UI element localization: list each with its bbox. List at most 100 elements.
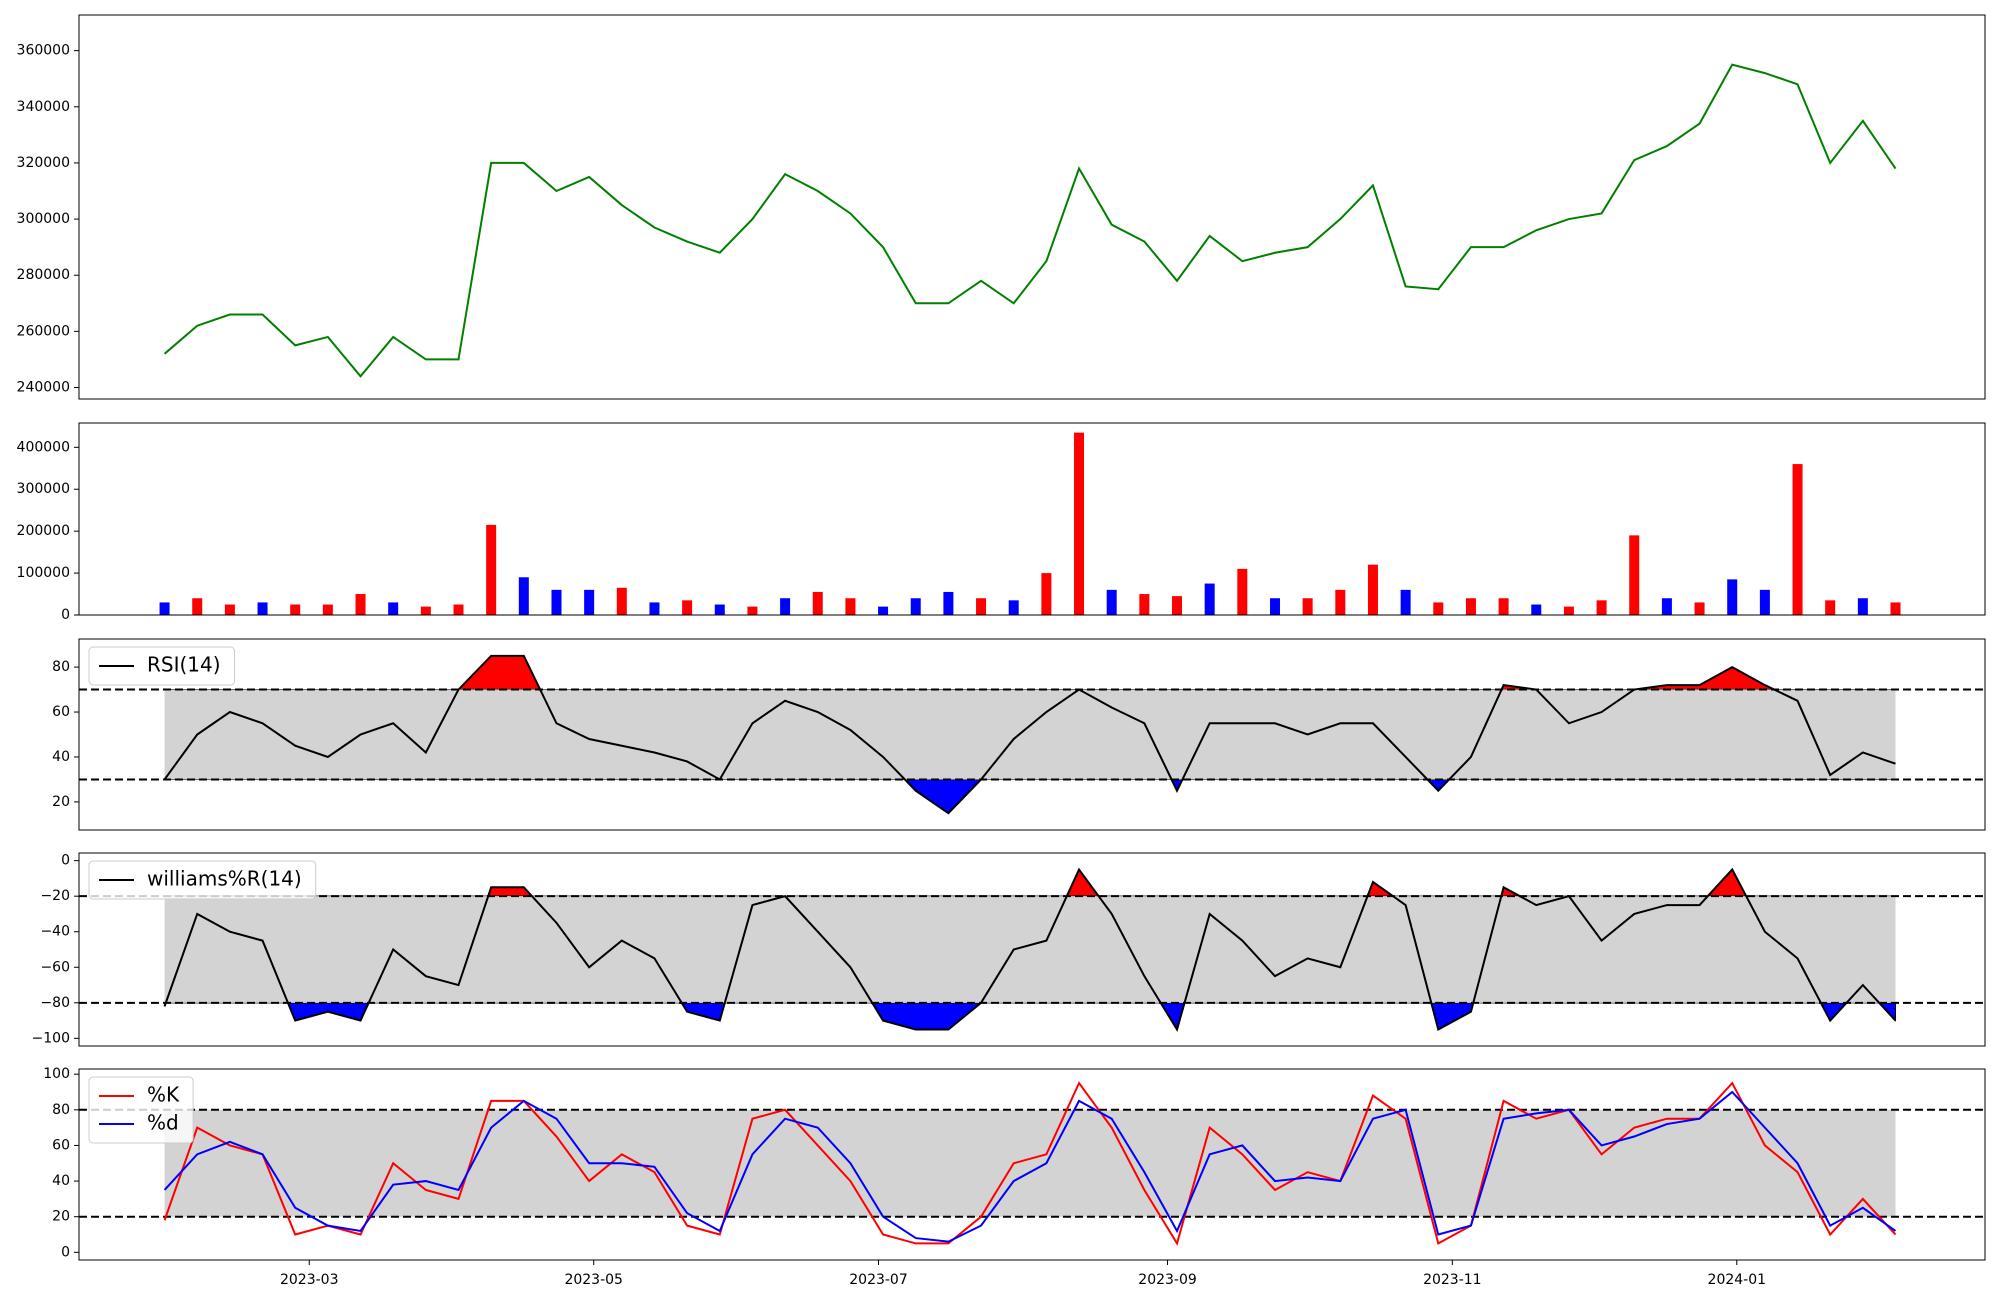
- y-tick-label: 100000: [17, 565, 70, 581]
- bar: [1041, 573, 1052, 615]
- x-tick-label: 2023-11: [1423, 1272, 1482, 1288]
- bar: [518, 577, 529, 615]
- y-tick-label: −60: [40, 959, 70, 975]
- bar: [1074, 432, 1085, 615]
- bar: [1825, 600, 1836, 615]
- bar: [1139, 594, 1150, 615]
- bar: [486, 524, 497, 615]
- y-tick-label: −100: [32, 1030, 70, 1046]
- bar: [1465, 598, 1476, 615]
- bar: [1563, 606, 1574, 615]
- y-tick-label: 360000: [17, 43, 70, 59]
- legend-box: [88, 1076, 194, 1144]
- y-tick-label: 240000: [17, 379, 70, 395]
- line: [163, 867, 1897, 1032]
- bar: [1498, 598, 1509, 615]
- bar: [1596, 600, 1607, 615]
- bar: [551, 589, 562, 615]
- bar: [910, 598, 921, 615]
- line: [163, 1090, 1897, 1243]
- bar: [192, 598, 203, 615]
- y-tick-label: 260000: [17, 323, 70, 339]
- bar: [290, 604, 301, 615]
- bar: [1890, 602, 1901, 615]
- y-tick-label: 280000: [17, 267, 70, 283]
- y-tick-label: 60: [52, 704, 70, 720]
- legend-label: williams%R(14): [147, 867, 302, 891]
- bar: [1661, 598, 1672, 615]
- legend-box: [88, 646, 236, 686]
- line: [163, 63, 1897, 378]
- x-tick-label: 2023-09: [1138, 1272, 1197, 1288]
- bar: [616, 587, 627, 615]
- bar: [1367, 564, 1378, 615]
- bar: [257, 602, 268, 615]
- bar: [649, 602, 660, 615]
- line: [163, 1081, 1897, 1246]
- legend-label: %K: [147, 1083, 180, 1107]
- axes-frame: [78, 638, 1986, 831]
- legend-box: [88, 860, 317, 900]
- axes-frame: [78, 1068, 1986, 1261]
- bar: [812, 591, 823, 615]
- x-tick-label: 2023-03: [280, 1272, 339, 1288]
- bar: [1237, 568, 1248, 615]
- bar: [224, 604, 235, 615]
- bar: [1106, 589, 1117, 615]
- bar: [388, 602, 399, 615]
- bar: [976, 598, 987, 615]
- bar: [780, 598, 791, 615]
- bar: [1204, 583, 1215, 615]
- bar: [1269, 598, 1280, 615]
- band: [164, 1109, 1896, 1217]
- line: [163, 654, 1896, 815]
- bar: [1335, 589, 1346, 615]
- bar: [714, 604, 725, 615]
- y-tick-label: 20: [52, 1209, 70, 1225]
- bar: [420, 606, 431, 615]
- axes-frame: [78, 422, 1986, 616]
- bar: [682, 600, 693, 615]
- bar: [453, 604, 464, 615]
- bar: [584, 589, 595, 615]
- bar: [1792, 464, 1803, 615]
- bar: [747, 606, 758, 615]
- y-tick-label: 300000: [17, 481, 70, 497]
- bar: [159, 602, 170, 615]
- y-tick-label: 0: [61, 853, 70, 869]
- y-tick-label: 100: [43, 1066, 70, 1082]
- x-tick-label: 2023-07: [849, 1272, 908, 1288]
- panel: [79, 654, 1985, 815]
- y-tick-label: 20: [52, 794, 70, 810]
- y-tick-label: 400000: [17, 439, 70, 455]
- y-tick-label: 0: [61, 1244, 70, 1260]
- panel: [79, 1081, 1985, 1246]
- y-tick-label: −20: [40, 888, 70, 904]
- axes-frame: [78, 14, 1986, 400]
- y-tick-label: 60: [52, 1137, 70, 1153]
- bar: [1008, 600, 1019, 615]
- bar: [355, 594, 366, 615]
- bar: [1857, 598, 1868, 615]
- under-fill: [164, 1002, 1897, 1031]
- bar: [943, 591, 954, 615]
- y-tick-label: 0: [61, 607, 70, 623]
- y-tick-label: 340000: [17, 99, 70, 115]
- panel: [163, 63, 1897, 378]
- legend-label: RSI(14): [147, 653, 221, 677]
- x-tick-label: 2024-01: [1708, 1272, 1767, 1288]
- bar: [878, 606, 889, 615]
- y-tick-label: 320000: [17, 155, 70, 171]
- y-tick-label: −40: [40, 924, 70, 940]
- y-tick-label: 80: [52, 1102, 70, 1118]
- panel: [79, 867, 1985, 1032]
- under-fill: [163, 779, 1897, 814]
- band: [164, 896, 1896, 1003]
- bar: [1531, 604, 1542, 615]
- bar: [1727, 579, 1738, 615]
- y-tick-label: 300000: [17, 211, 70, 227]
- y-tick-label: 200000: [17, 523, 70, 539]
- y-tick-label: 40: [52, 749, 70, 765]
